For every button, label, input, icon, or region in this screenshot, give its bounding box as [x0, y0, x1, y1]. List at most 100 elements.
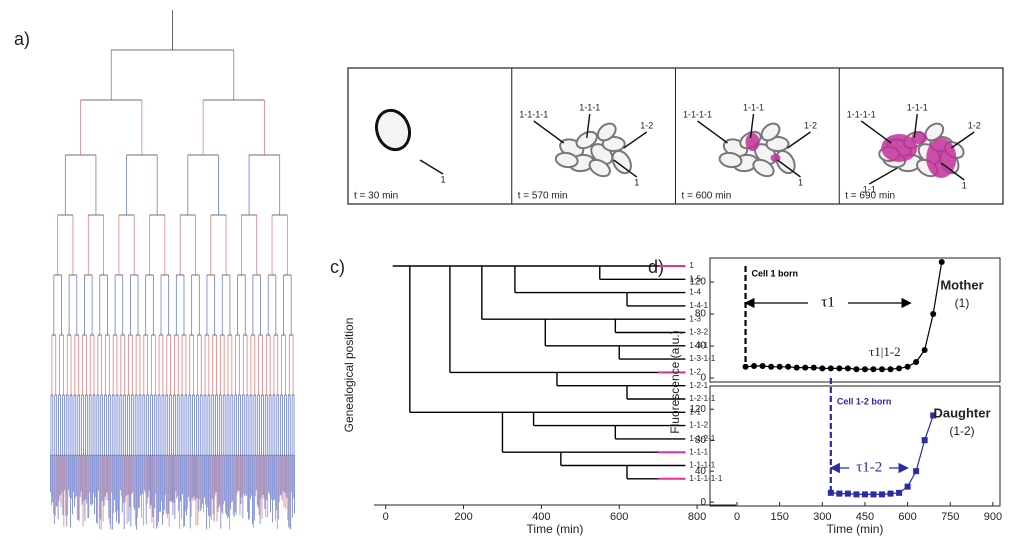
x-tick-label: 0: [734, 511, 740, 523]
series-name: Mother: [940, 277, 983, 292]
marker: [794, 365, 800, 371]
cell-label: 1-1-1: [579, 102, 600, 112]
y-tick-label: 40: [695, 466, 707, 477]
y-axis-label: Genealogical position: [342, 318, 356, 433]
y-tick-label: 0: [700, 373, 706, 384]
marker: [751, 363, 757, 369]
cell-label: 1-2: [968, 120, 981, 130]
marker: [930, 311, 936, 317]
tau-label: τ1|1-2: [869, 344, 901, 359]
marker: [853, 491, 859, 497]
fluorescent-cell: [746, 133, 760, 151]
birth-label: Cell 1 born: [752, 268, 799, 278]
cell-label: 1-2: [640, 120, 653, 130]
series-name: Daughter: [933, 405, 990, 420]
cell-label: 1-1-1: [743, 102, 764, 112]
x-tick-label: 750: [941, 511, 959, 523]
y-tick-label: 0: [700, 497, 706, 508]
marker: [853, 366, 859, 372]
marker: [862, 366, 868, 372]
marker: [939, 259, 945, 265]
y-tick-label: 120: [689, 277, 706, 288]
frame-time: t = 30 min: [354, 191, 398, 202]
x-tick-label: 900: [984, 511, 1002, 523]
marker: [922, 347, 928, 353]
marker: [879, 491, 885, 497]
marker: [819, 365, 825, 371]
y-tick-label: 80: [695, 435, 707, 446]
cell-label: 1-1: [863, 184, 876, 194]
x-axis-label: Time (min): [827, 522, 884, 536]
x-tick-label: 600: [898, 511, 916, 523]
x-axis-label: Time (min): [527, 522, 584, 536]
marker: [811, 365, 817, 371]
marker: [922, 437, 928, 443]
marker: [913, 468, 919, 474]
cell-name: 1-4: [689, 288, 701, 297]
marker: [905, 364, 911, 370]
cell-label: 1: [798, 177, 803, 187]
marker: [845, 365, 851, 371]
marker: [760, 363, 766, 369]
x-tick-label: 150: [770, 511, 788, 523]
cell-name: 1-1-1: [689, 447, 708, 456]
cell-label: 1-2: [804, 120, 817, 130]
x-tick-label: 200: [454, 511, 472, 523]
cell-label: 1-1-1-1: [519, 109, 548, 119]
fluorescent-cell: [911, 132, 927, 144]
marker: [888, 366, 894, 372]
series-id: (1): [955, 296, 970, 310]
marker: [913, 359, 919, 365]
cell-label: 1-1-1-1: [847, 109, 876, 119]
marker: [896, 490, 902, 496]
marker: [862, 491, 868, 497]
y-axis-label: Fluorescence (a.u.): [668, 330, 682, 433]
marker: [777, 364, 783, 370]
marker: [768, 364, 774, 370]
cell-name: 1: [689, 261, 694, 270]
frame-time: t = 570 min: [518, 191, 568, 202]
cell-label: 1-1-1-1: [683, 109, 712, 119]
cell-label: 1: [634, 177, 639, 187]
tau-label: τ1-2: [856, 459, 882, 475]
marker: [845, 491, 851, 497]
marker: [836, 491, 842, 497]
marker: [802, 365, 808, 371]
y-tick-label: 80: [695, 309, 707, 320]
x-tick-label: 0: [383, 511, 389, 523]
x-tick-label: 600: [610, 511, 628, 523]
fluorescent-cell: [926, 138, 956, 178]
y-tick-label: 40: [695, 341, 707, 352]
panel-label: a): [14, 29, 30, 49]
cell-name: 1-3-1-1: [689, 354, 715, 363]
x-tick-label: 400: [532, 511, 550, 523]
panel-label: c): [330, 257, 345, 277]
lineage-divisions: [50, 10, 294, 455]
x-tick-label: 450: [856, 511, 874, 523]
marker: [870, 491, 876, 497]
marker: [828, 365, 834, 371]
birth-label: Cell 1-2 born: [837, 396, 892, 406]
lineage-branches: [50, 50, 294, 530]
cell-name: 1-2-1-1: [689, 394, 715, 403]
marker: [836, 365, 842, 371]
lineage-branches: [51, 100, 293, 530]
y-tick-label: 120: [689, 404, 706, 415]
marker: [905, 484, 911, 490]
cell-name: 1-1-2: [689, 421, 708, 430]
cell-name: 1-3-2: [689, 328, 708, 337]
series-line: [831, 415, 933, 494]
x-tick-label: 800: [688, 511, 706, 523]
tau-label: τ1: [821, 294, 835, 310]
cell-label: 1: [440, 174, 445, 184]
marker: [896, 365, 902, 371]
marker: [870, 366, 876, 372]
series-id: (1-2): [949, 424, 974, 438]
x-tick-label: 300: [813, 511, 831, 523]
marker: [888, 491, 894, 497]
cell-label: 1: [962, 180, 967, 190]
marker: [879, 366, 885, 372]
frame-time: t = 600 min: [682, 191, 732, 202]
cell-label: 1-1-1: [907, 102, 928, 112]
